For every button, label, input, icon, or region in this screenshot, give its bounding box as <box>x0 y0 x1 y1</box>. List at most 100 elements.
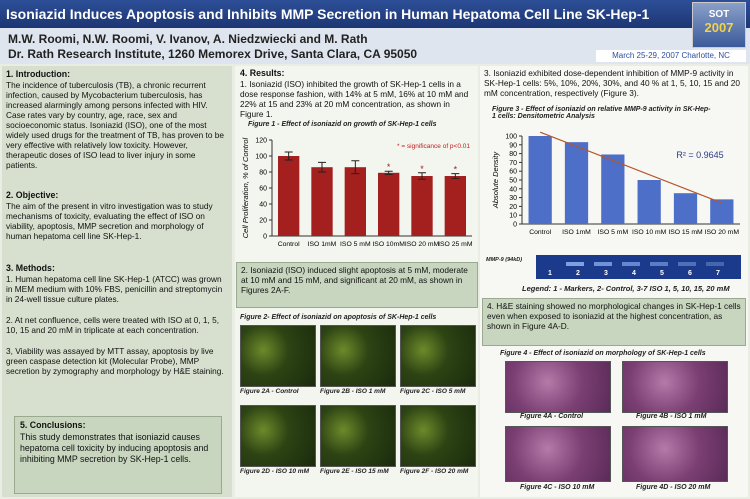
micrograph <box>400 325 476 387</box>
x-tick-label: ISO 20 mM <box>705 229 740 236</box>
annotation: R² = 0.9645 <box>676 150 723 160</box>
x-tick-label: ISO 10 mM <box>632 229 667 236</box>
chart: 0 20 40 60 80 100 120 Cell Proliferation, % of … <box>241 137 473 248</box>
figure-title: Figure 1 - Effect of isoniazid on growth… <box>248 121 437 128</box>
gel-band <box>566 262 584 266</box>
institute: Dr. Rath Research Institute, 1260 Memore… <box>8 47 418 61</box>
lane-number: 6 <box>688 270 692 277</box>
error-bar <box>351 160 360 175</box>
y-tick-label: 100 <box>505 134 517 141</box>
figure-title: Figure 3 - Effect of isoniazid on relati… <box>492 106 711 120</box>
heading: 4. Results: <box>240 68 285 78</box>
y-tick-label: 60 <box>509 169 517 176</box>
right-column <box>480 66 748 497</box>
gel <box>536 255 741 279</box>
result-box <box>482 298 746 346</box>
y-axis-label: Cell Proliferation, % of Control <box>241 137 250 238</box>
caption: Figure 2E - ISO 15 mM <box>320 468 389 475</box>
error-bar <box>318 161 326 173</box>
error-bar <box>418 172 426 180</box>
paragraph: 3. Isoniazid exhibited dose-dependent in… <box>484 68 740 98</box>
bar <box>411 176 433 236</box>
title-band <box>0 0 750 28</box>
caption: Figure 4B - ISO 1 mM <box>636 413 707 420</box>
conclusions-box <box>14 416 222 494</box>
micrograph <box>400 405 476 467</box>
x-tick-label: ISO 25 mM <box>438 241 473 248</box>
micrograph <box>320 405 396 467</box>
trend-line <box>539 131 723 204</box>
error-bar <box>284 151 293 161</box>
heading: 2. Objective: <box>6 190 59 200</box>
gel-band <box>706 262 724 266</box>
authors: M.W. Roomi, N.W. Roomi, V. Ivanov, A. Ni… <box>8 32 368 46</box>
significance-mark: * <box>454 165 458 175</box>
gel-band <box>622 262 640 266</box>
logo-text: SOT <box>708 9 730 20</box>
caption: Figure 4A - Control <box>520 413 584 420</box>
significance-mark: * <box>420 164 424 174</box>
x-tick-label: ISO 5 mM <box>598 229 629 236</box>
bar <box>673 193 698 224</box>
bar <box>344 167 366 236</box>
paragraph: 2. Isoniazid (ISO) induced slight apopto… <box>241 265 468 295</box>
lane-number: 4 <box>632 270 636 277</box>
micrograph <box>320 325 396 387</box>
paragraph: 1. Human hepatoma cell line SK-Hep-1 (AT… <box>6 274 223 304</box>
micrograph <box>505 361 611 413</box>
y-tick-label: 20 <box>259 218 267 225</box>
y-tick-label: 120 <box>255 138 267 145</box>
x-tick-label: ISO 1mM <box>562 229 591 236</box>
poster-title: Isoniazid Induces Apoptosis and Inhibits… <box>6 6 650 22</box>
bar <box>378 172 400 236</box>
micrograph <box>622 426 728 482</box>
x-tick-label: Control <box>529 229 551 236</box>
error-bar <box>384 170 393 175</box>
lane-number: 7 <box>716 270 720 277</box>
x-tick-label: ISO 20 mM <box>405 241 440 248</box>
y-tick-label: 10 <box>509 213 517 220</box>
heading: 5. Conclusions: <box>20 420 86 430</box>
figure-title: Figure 2- Effect of isoniazid on apoptos… <box>240 314 437 321</box>
y-tick-label: 40 <box>259 202 267 209</box>
y-tick-label: 80 <box>259 170 267 177</box>
y-tick-label: 0 <box>263 234 267 241</box>
y-axis-label: Absolute Density <box>491 151 500 210</box>
paragraph: 2. At net confluence, cells were treated… <box>6 315 220 335</box>
caption: Figure 2B - ISO 1 mM <box>320 388 386 395</box>
y-tick-label: 60 <box>259 186 267 193</box>
caption: Figure 2F - ISO 20 mM <box>400 468 469 475</box>
bar <box>311 167 333 236</box>
bar <box>528 136 552 224</box>
bar <box>278 156 300 236</box>
paragraph: 1. Isoniazid (ISO) inhibited the growth … <box>240 79 469 119</box>
annotation: * = significance of p<0.01 <box>397 143 470 150</box>
caption: Figure 4C - ISO 10 mM <box>520 484 595 491</box>
significance-mark: * <box>387 162 391 172</box>
micrograph <box>505 426 611 482</box>
legend: Legend: 1 - Markers, 2- Control, 3-7 ISO… <box>522 284 730 293</box>
y-tick-label: 0 <box>513 222 517 229</box>
gel-band <box>678 262 696 266</box>
gel-lanes: 1 2 3 4 5 6 7 <box>536 270 741 277</box>
lane-number: 5 <box>660 270 664 277</box>
micrograph <box>240 325 316 387</box>
caption: Figure 2A - Control <box>240 388 299 395</box>
error-bar <box>451 173 460 179</box>
caption: Figure 2C - ISO 5 mM <box>400 388 466 395</box>
caption: Figure 2D - ISO 10 mM <box>240 468 309 475</box>
x-tick-label: ISO 1mM <box>308 241 337 248</box>
micrograph <box>622 361 728 413</box>
paragraph: The incidence of tuberculosis (TB), a ch… <box>6 80 224 170</box>
paragraph: This study demonstrates that isoniazid c… <box>20 432 209 464</box>
gel-band <box>594 262 612 266</box>
x-tick-label: ISO 15 mM <box>668 229 703 236</box>
gel-band <box>650 262 668 266</box>
y-tick-label: 20 <box>509 204 517 211</box>
y-tick-label: 50 <box>509 178 517 185</box>
lane-number: 1 <box>548 270 552 277</box>
result-box <box>236 262 478 308</box>
heading: 3. Methods: <box>6 263 55 273</box>
